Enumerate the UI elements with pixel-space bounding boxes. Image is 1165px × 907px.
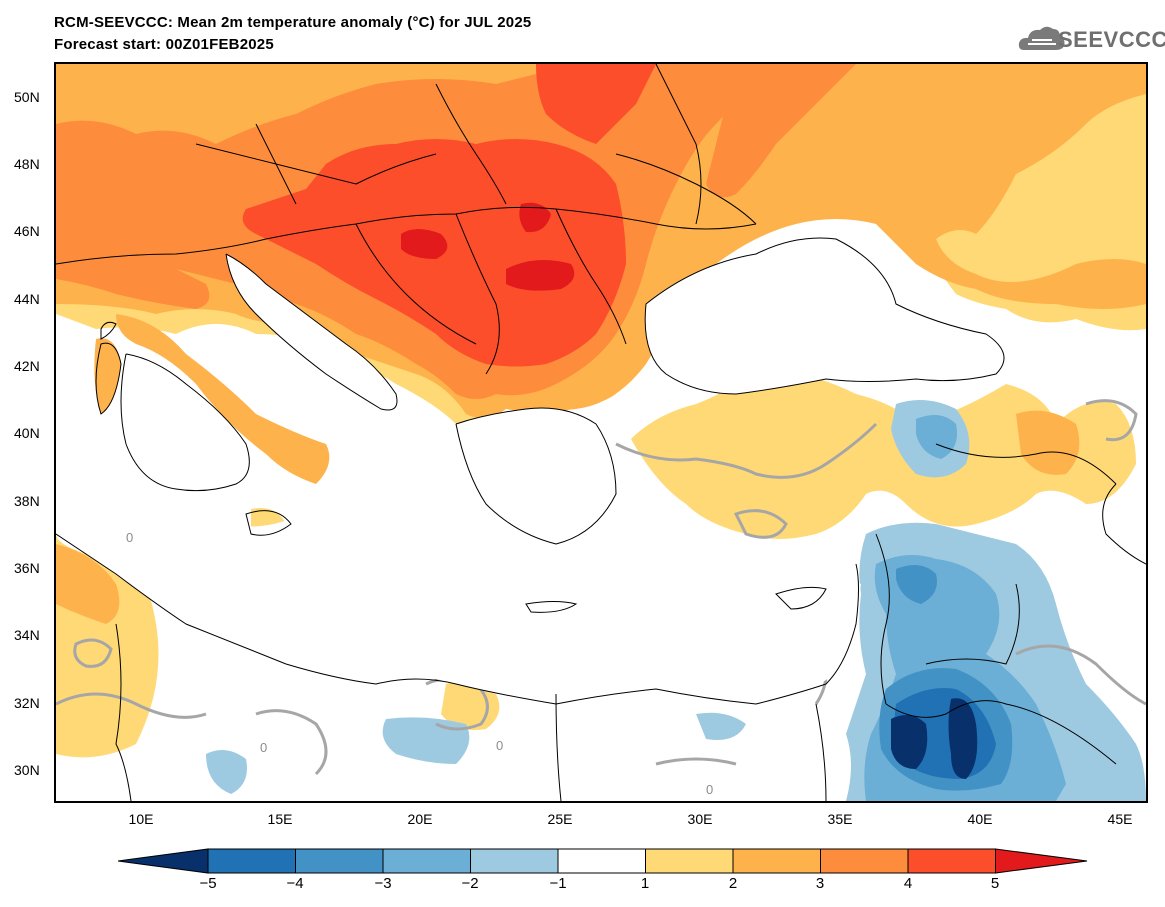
colorbar-tick-label: −2 (461, 875, 479, 892)
lat-label: 50N (14, 89, 40, 105)
colorbar-segment (557, 848, 646, 874)
contour-label-zero: 0 (706, 782, 713, 797)
mediterranean-sea (56, 454, 861, 701)
lat-label: 30N (14, 762, 40, 778)
colorbar-segment (820, 848, 909, 874)
lat-label: 32N (14, 695, 40, 711)
colorbar-tick-label: −4 (286, 875, 304, 892)
colorbar-tick-label: 3 (815, 875, 825, 892)
anomaly-above-5-romania (519, 202, 551, 233)
colorbar-tick-label: 1 (640, 875, 650, 892)
colorbar (118, 848, 1088, 874)
anomaly-map: 0 0 0 0 (54, 62, 1148, 803)
black-sea (645, 238, 1004, 394)
lat-label: 42N (14, 358, 40, 374)
lat-label: 48N (14, 156, 40, 172)
lat-label: 44N (14, 291, 40, 307)
anomaly-minus-3-4-syria (896, 565, 937, 604)
colorbar-tick-label: −3 (374, 875, 392, 892)
colorbar-tick-label: −5 (199, 875, 217, 892)
colorbar-segment (645, 848, 734, 874)
anomaly-3-4-ukraine (706, 64, 856, 198)
anomaly-4-5-north (536, 64, 656, 144)
map-title: RCM-SEEVCCC: Mean 2m temperature anomaly… (54, 14, 532, 31)
lon-label: 20E (407, 811, 433, 827)
adriatic-sea (226, 254, 397, 410)
anomaly-below-5-jordan (891, 715, 928, 769)
anomaly-above-5-romania-south (506, 260, 575, 291)
lat-label: 38N (14, 493, 40, 509)
lat-label: 36N (14, 560, 40, 576)
colorbar-tick-label: 4 (903, 875, 913, 892)
tyrrhenian-sea (121, 354, 250, 491)
lat-label: 34N (14, 627, 40, 643)
borders (56, 64, 1146, 801)
anomaly-above-5-hungary (401, 229, 448, 259)
lon-label: 10E (128, 811, 154, 827)
logo-text: SEEVCCC (1058, 27, 1165, 52)
anomaly-2-3-turkey-east (1016, 410, 1080, 475)
lon-label: 45E (1107, 811, 1133, 827)
contour-label-zero: 0 (126, 530, 133, 545)
colorbar-segment (995, 848, 1088, 874)
contour-label-zero: 0 (496, 738, 503, 753)
colorbar-segment (382, 848, 471, 874)
colorbar-tick-label: 5 (990, 875, 1000, 892)
colorbar-tick-label: 2 (728, 875, 738, 892)
colorbar-tick-label: −1 (549, 875, 567, 892)
colorbar-segment (295, 848, 384, 874)
anomaly-2-3-tunisia (56, 544, 120, 624)
lon-label: 40E (967, 811, 993, 827)
lon-label: 30E (687, 811, 713, 827)
lon-label: 25E (547, 811, 573, 827)
anomaly-below-5-saudi (948, 698, 978, 779)
contour-label-zero: 0 (260, 740, 267, 755)
lon-label: 15E (267, 811, 293, 827)
anomaly-2-3-italy (116, 314, 330, 484)
aegean-sea (456, 408, 616, 544)
anomaly-2-3-sardinia (94, 338, 121, 414)
lat-label: 40N (14, 425, 40, 441)
lat-label: 46N (14, 223, 40, 239)
colorbar-segment (907, 848, 996, 874)
forecast-start: Forecast start: 00Z01FEB2025 (54, 36, 274, 53)
anomaly-3-4-west (56, 224, 210, 309)
anomaly-minus-1-2-egypt (206, 750, 247, 794)
lon-label: 35E (827, 811, 853, 827)
colorbar-segment (470, 848, 559, 874)
anomaly-minus-1-2-sinai (696, 712, 746, 740)
cloud-logo-icon (1018, 26, 1065, 50)
coastlines (56, 237, 1005, 705)
anomaly-1-2-turkey (631, 364, 1136, 539)
map-canvas: 0 0 0 0 (56, 64, 1146, 801)
colorbar-segment (118, 848, 209, 874)
colorbar-segment (207, 848, 296, 874)
colorbar-segment (732, 848, 821, 874)
